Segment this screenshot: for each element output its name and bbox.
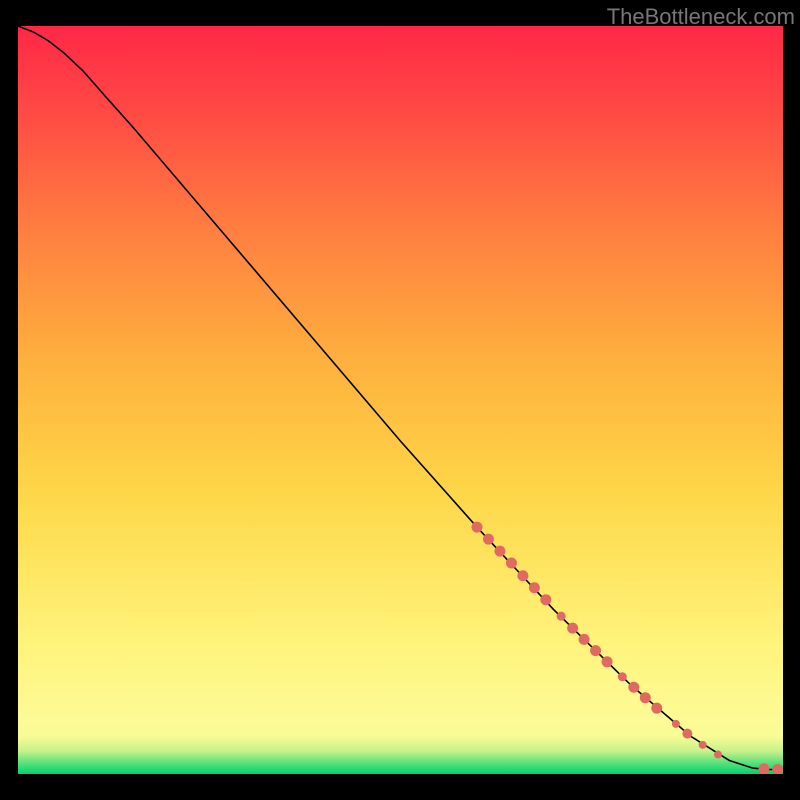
scatter-marker <box>506 558 517 569</box>
chart-stage: TheBottleneck.com <box>0 0 800 800</box>
scatter-marker <box>517 570 528 581</box>
plot-svg <box>18 26 783 774</box>
scatter-marker <box>494 546 505 557</box>
scatter-marker <box>618 672 627 681</box>
scatter-marker <box>529 582 540 593</box>
scatter-marker <box>483 534 494 545</box>
scatter-marker <box>540 594 551 605</box>
scatter-marker <box>472 522 483 533</box>
scatter-marker <box>602 656 613 667</box>
scatter-marker <box>682 729 692 739</box>
scatter-marker <box>628 682 639 693</box>
scatter-marker <box>758 763 769 774</box>
scatter-marker <box>590 645 601 656</box>
gradient-background <box>18 26 783 774</box>
scatter-marker <box>699 741 707 749</box>
scatter-marker <box>567 623 578 634</box>
scatter-marker <box>672 720 680 728</box>
scatter-marker <box>651 703 662 714</box>
scatter-marker <box>579 634 590 645</box>
scatter-marker <box>640 692 651 703</box>
scatter-marker <box>714 751 722 759</box>
scatter-marker <box>557 612 566 621</box>
